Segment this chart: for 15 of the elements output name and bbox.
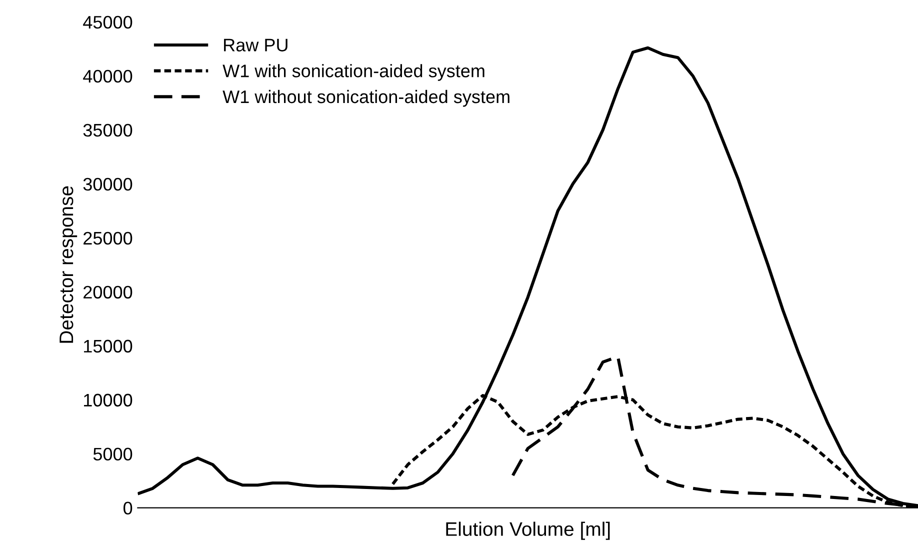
x-axis-title: Elution Volume [ml] [446, 522, 610, 540]
y-tick-label: 0 [124, 502, 132, 515]
y-tick-label: 45000 [83, 16, 132, 29]
legend-label: Raw PU [224, 38, 288, 52]
y-tick-label: 10000 [84, 394, 132, 407]
legend-label: W1 without sonication-aided system [222, 90, 510, 107]
y-tick-label: 40000 [83, 70, 132, 83]
y-axis-title: Detector response [60, 186, 78, 343]
y-tick-label: 25000 [84, 232, 132, 245]
y-tick-label: 5000 [93, 448, 132, 461]
y-tick-label: 20000 [84, 286, 132, 299]
y-tick-label: 15000 [84, 340, 132, 353]
legend-label: W1 with sonication-aided system [222, 64, 484, 81]
y-tick-label: 30000 [83, 178, 132, 191]
y-tick-label: 35000 [83, 124, 132, 137]
